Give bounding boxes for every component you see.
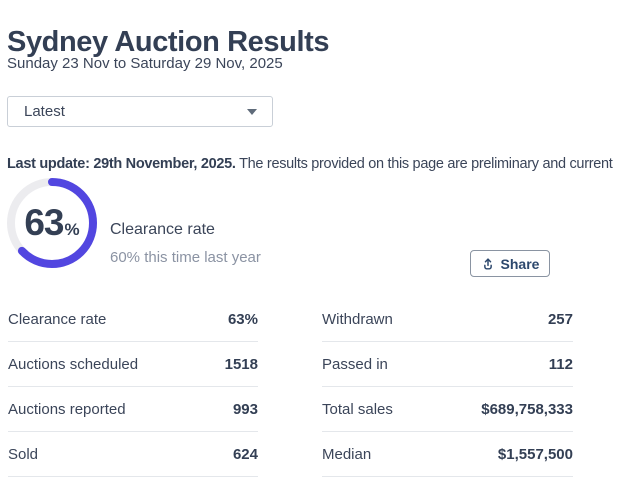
stat-label: Median xyxy=(322,445,372,463)
stat-label: Auctions reported xyxy=(8,400,126,418)
clearance-percent-number: 63 xyxy=(24,202,64,243)
table-row: Passed in 112 xyxy=(322,342,573,387)
table-row: Auctions reported 993 xyxy=(8,387,258,432)
stat-value: 993 xyxy=(232,400,258,418)
clearance-percent-sign: % xyxy=(64,220,80,239)
donut-chart-icon xyxy=(7,178,97,268)
stat-label: Withdrawn xyxy=(322,310,393,328)
stat-value: 257 xyxy=(547,310,573,328)
last-update-note: Last update: 29th November, 2025. The re… xyxy=(7,156,629,172)
share-button[interactable]: Share xyxy=(470,250,550,277)
stat-value: 112 xyxy=(548,355,573,373)
clearance-last-year: 60% this time last year xyxy=(110,249,261,266)
table-row: Sold 624 xyxy=(8,432,258,477)
period-dropdown[interactable]: Latest xyxy=(7,96,273,127)
page-title: Sydney Auction Results xyxy=(7,26,330,59)
clearance-rate-label: Clearance rate xyxy=(110,221,215,238)
table-row: Withdrawn 257 xyxy=(322,297,573,342)
stats-left-column: Clearance rate 63% Auctions scheduled 15… xyxy=(8,297,258,477)
clearance-percent: 63 % xyxy=(7,178,97,268)
stat-value: 624 xyxy=(232,445,258,463)
table-row: Auctions scheduled 1518 xyxy=(8,342,258,387)
stat-label: Total sales xyxy=(322,400,393,418)
table-row: Total sales $689,758,333 xyxy=(322,387,573,432)
table-row: Median $1,557,500 xyxy=(322,432,573,477)
clearance-rate-gauge: 63 % xyxy=(7,178,97,268)
stat-label: Passed in xyxy=(322,355,388,373)
period-dropdown-value: Latest xyxy=(24,103,65,120)
clearance-ring-fill xyxy=(7,178,97,268)
stat-value: 1518 xyxy=(224,355,258,373)
chevron-down-icon xyxy=(247,108,257,115)
auction-stats-table: Clearance rate 63% Auctions scheduled 15… xyxy=(8,297,573,477)
stat-label: Sold xyxy=(8,445,39,463)
share-icon xyxy=(483,257,492,270)
stat-value: $1,557,500 xyxy=(497,445,573,463)
date-range: Sunday 23 Nov to Saturday 29 Nov, 2025 xyxy=(7,55,283,72)
stat-value: 63% xyxy=(227,310,258,328)
stat-label: Auctions scheduled xyxy=(8,355,139,373)
stat-label: Clearance rate xyxy=(8,310,107,328)
last-update-text: The results provided on this page are pr… xyxy=(235,155,613,172)
last-update-date: Last update: 29th November, 2025. xyxy=(7,155,236,172)
stat-value: $689,758,333 xyxy=(481,400,573,418)
table-row: Clearance rate 63% xyxy=(8,297,258,342)
stats-right-column: Withdrawn 257 Passed in 112 Total sales … xyxy=(322,297,573,477)
share-button-label: Share xyxy=(500,255,540,272)
